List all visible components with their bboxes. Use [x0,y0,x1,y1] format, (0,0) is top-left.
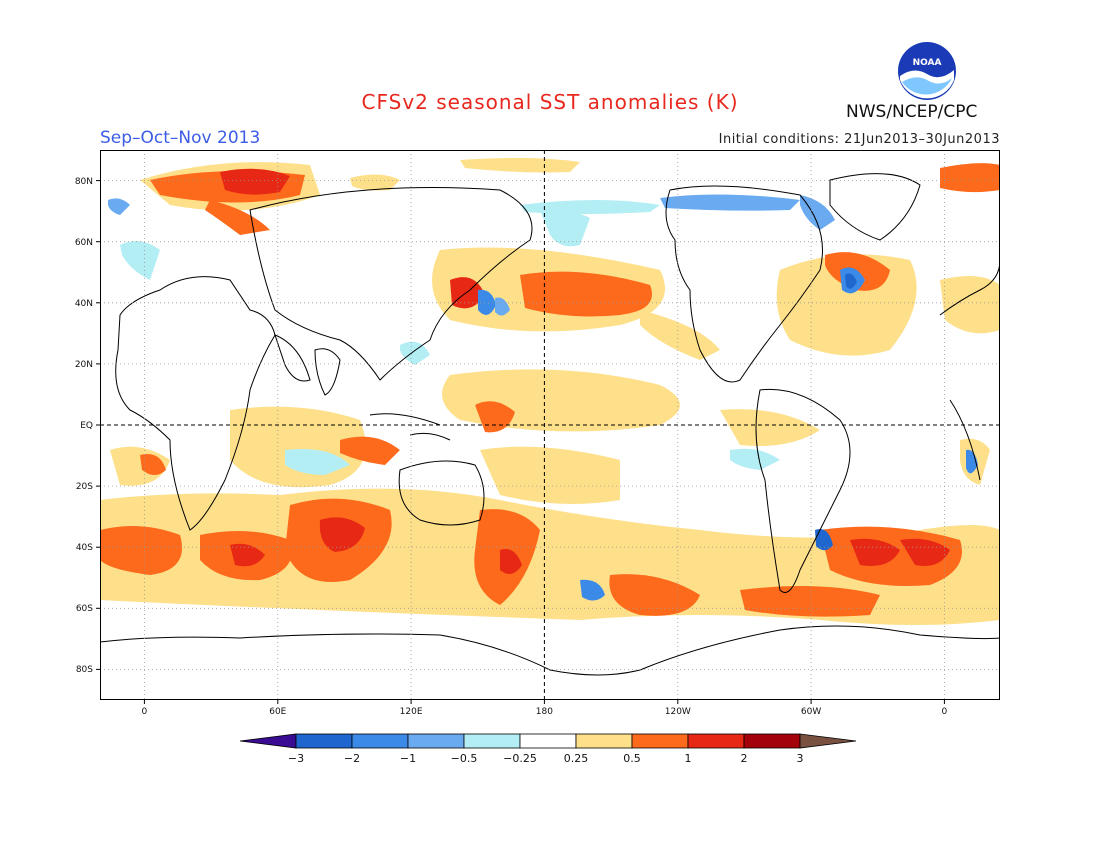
colorbar-swatch [351,733,409,749]
lat-label: 80S [76,665,93,675]
colorbar-tick-label: −2 [344,752,360,765]
lon-label: 60W [801,707,821,717]
colorbar-tick-label: −0.25 [503,752,537,765]
season-label: Sep–Oct–Nov 2013 [100,128,261,148]
lon-label: 0 [142,707,148,717]
colorbar-swatch [463,733,521,749]
chart-title: CFSv2 seasonal SST anomalies (K) [361,90,739,114]
agency-label: NWS/NCEP/CPC [846,102,978,122]
colorbar-tick-label: −1 [400,752,416,765]
lat-label: 20N [75,360,93,370]
sst-anomaly-map [100,150,1000,700]
colorbar-tick-label: 3 [797,752,804,765]
colorbar-swatch [519,733,577,749]
colorbar-tick-label: 2 [741,752,748,765]
colorbar-tick-label: 0.25 [564,752,589,765]
lat-label: 20S [76,482,93,492]
colorbar-swatch [687,733,745,749]
colorbar-arrow-high [799,733,857,749]
lon-label: 180 [536,707,553,717]
colorbar-swatch [575,733,633,749]
colorbar-swatch [743,733,801,749]
colorbar-tick-label: −0.5 [451,752,478,765]
colorbar-tick-label: 0.5 [623,752,641,765]
lat-label: 60N [75,238,93,248]
colorbar-swatch [407,733,465,749]
colorbar-legend: −3 −2 −1 −0.5 −0.25 0.25 0.5 1 2 3 [240,733,857,765]
svg-text:NOAA: NOAA [913,58,942,68]
lat-label: EQ [80,421,93,431]
colorbar-swatch [631,733,689,749]
reference-lines [100,150,1000,700]
lat-label: 80N [75,177,93,187]
colorbar-tick-label: 1 [685,752,692,765]
lon-label: 120W [665,707,691,717]
colorbar-swatch [295,733,353,749]
coastlines [100,173,1000,676]
lon-label: 60E [269,707,286,717]
lon-label: 120E [400,707,423,717]
lat-label: 40N [75,299,93,309]
anomaly-shading [100,157,1000,625]
colorbar-arrow-low [240,733,297,749]
colorbar-tick-label: −3 [288,752,304,765]
lon-label: 0 [942,707,948,717]
lat-label: 40S [76,543,93,553]
initial-conditions-label: Initial conditions: 21Jun2013–30Jun2013 [718,132,1000,147]
noaa-logo-icon: NOAA [896,40,958,106]
lat-label: 60S [76,604,93,614]
